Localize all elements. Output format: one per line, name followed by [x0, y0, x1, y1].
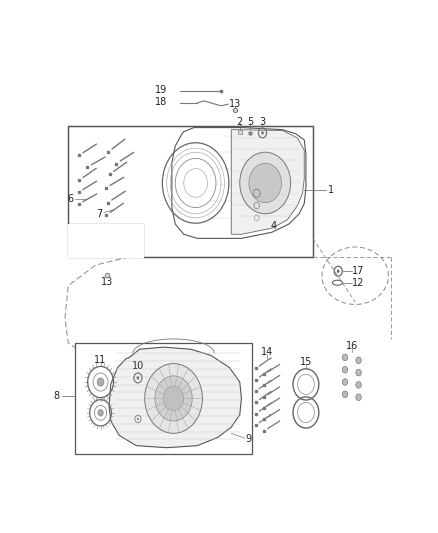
- Circle shape: [337, 270, 339, 273]
- Circle shape: [249, 163, 282, 203]
- Circle shape: [342, 379, 348, 385]
- Circle shape: [137, 418, 139, 420]
- Text: 15: 15: [300, 357, 312, 367]
- Circle shape: [356, 369, 361, 376]
- Text: 16: 16: [346, 341, 358, 351]
- Polygon shape: [109, 347, 241, 448]
- Circle shape: [145, 364, 202, 433]
- Text: 8: 8: [54, 391, 60, 401]
- Text: 6: 6: [67, 195, 74, 204]
- Circle shape: [356, 394, 361, 400]
- Text: 5: 5: [247, 117, 253, 127]
- Text: 17: 17: [353, 266, 365, 276]
- Circle shape: [98, 409, 103, 416]
- Text: 12: 12: [353, 278, 365, 288]
- Text: 11: 11: [95, 356, 107, 365]
- Circle shape: [137, 376, 139, 379]
- Text: 2: 2: [237, 117, 243, 127]
- Text: 1: 1: [328, 185, 334, 196]
- Text: 13: 13: [229, 99, 241, 109]
- Circle shape: [97, 378, 104, 386]
- Circle shape: [261, 131, 264, 134]
- Bar: [67, 224, 144, 257]
- Circle shape: [155, 376, 192, 421]
- Text: 19: 19: [155, 85, 167, 95]
- Polygon shape: [231, 130, 304, 235]
- Circle shape: [163, 386, 184, 411]
- Text: 18: 18: [155, 97, 167, 107]
- Text: 13: 13: [101, 277, 113, 287]
- Bar: [75, 343, 251, 454]
- Circle shape: [356, 382, 361, 388]
- Text: 10: 10: [132, 361, 144, 370]
- Circle shape: [356, 357, 361, 364]
- Text: 9: 9: [246, 434, 252, 445]
- Circle shape: [342, 391, 348, 398]
- Circle shape: [342, 366, 348, 373]
- Text: 14: 14: [261, 347, 273, 357]
- Bar: [68, 125, 313, 257]
- Text: 4: 4: [270, 221, 276, 231]
- Circle shape: [342, 354, 348, 361]
- Text: 7: 7: [96, 209, 102, 219]
- Text: 3: 3: [259, 117, 265, 127]
- Circle shape: [240, 152, 291, 214]
